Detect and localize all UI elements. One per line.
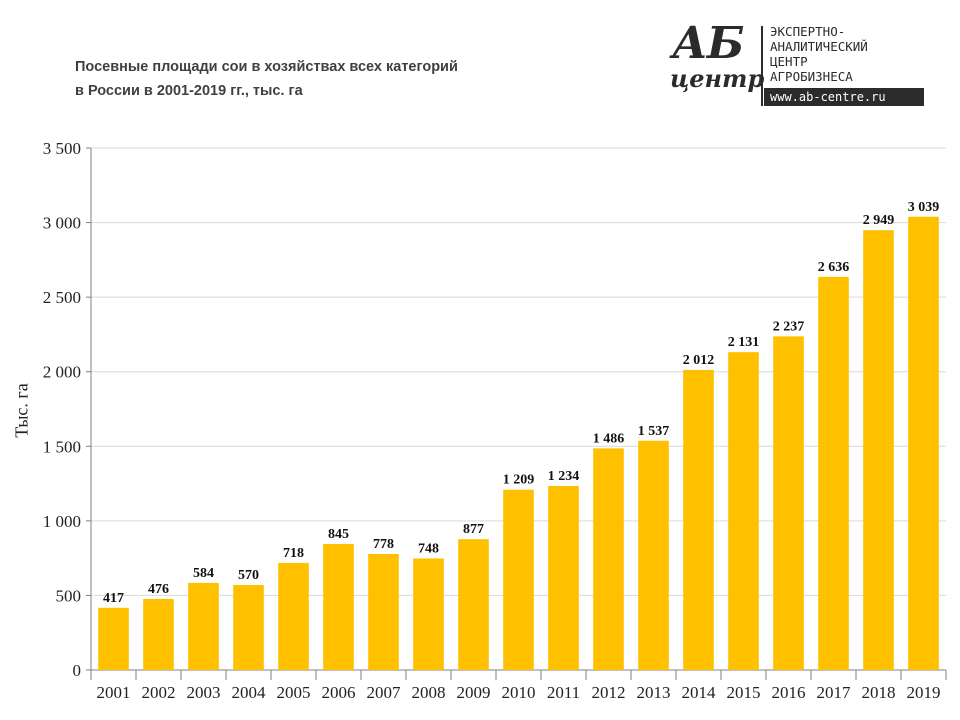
bar-2013: [638, 440, 669, 670]
bar-2006: [323, 543, 354, 670]
logo-url: www.ab-centre.ru: [764, 88, 924, 106]
x-tick-label-2003: 2003: [187, 683, 221, 702]
data-label-2003: 584: [193, 566, 214, 581]
data-label-2010: 1 209: [503, 473, 535, 488]
data-label-2017: 2 636: [818, 260, 850, 275]
bar-2014: [683, 369, 714, 670]
y-tick-label: 2 500: [43, 288, 81, 307]
bar-2011: [548, 485, 579, 670]
data-label-2009: 877: [463, 522, 484, 537]
logo-text-line-3: ЦЕНТР: [770, 54, 808, 69]
bar-2008: [413, 558, 444, 670]
x-tick-label-2001: 2001: [97, 683, 131, 702]
y-tick-label: 500: [56, 586, 82, 605]
x-tick-label-2012: 2012: [592, 683, 626, 702]
logo-text-line-1: ЭКСПЕРТНО-: [770, 24, 846, 39]
x-tick-label-2007: 2007: [367, 683, 402, 702]
chart-title-line-1: Посевные площади сои в хозяйствах всех к…: [75, 59, 458, 75]
bar-2012: [593, 448, 624, 670]
bar-2017: [818, 276, 849, 670]
logo-text-line-2: АНАЛИТИЧЕСКИЙ: [770, 39, 868, 54]
y-tick-label: 3 500: [43, 139, 81, 158]
x-tick-label-2013: 2013: [637, 683, 671, 702]
logo-text-line-4: АГРОБИЗНЕСА: [770, 69, 853, 84]
logo-mark-ab: АБ: [672, 18, 744, 69]
data-label-2006: 845: [328, 527, 349, 542]
data-label-2002: 476: [148, 582, 169, 597]
data-label-2018: 2 949: [863, 213, 895, 228]
bar-2016: [773, 336, 804, 670]
data-label-2013: 1 537: [638, 424, 670, 439]
data-label-2019: 3 039: [908, 200, 940, 215]
x-tick-label-2011: 2011: [547, 683, 580, 702]
data-label-2012: 1 486: [593, 431, 625, 446]
x-tick-label-2010: 2010: [502, 683, 536, 702]
bar-2002: [143, 599, 174, 670]
data-label-2007: 778: [373, 537, 394, 552]
y-tick-label: 2 000: [43, 363, 81, 382]
x-tick-label-2016: 2016: [772, 683, 806, 702]
y-tick-label: 1 000: [43, 512, 81, 531]
bar-2007: [368, 553, 399, 670]
bar-2001: [98, 607, 129, 670]
bar-2015: [728, 352, 759, 670]
logo-text: ЭКСПЕРТНО- АНАЛИТИЧЕСКИЙ ЦЕНТР АГРОБИЗНЕ…: [770, 24, 928, 84]
y-tick-label: 1 500: [43, 437, 81, 456]
x-tick-label-2009: 2009: [457, 683, 491, 702]
x-tick-label-2017: 2017: [817, 683, 852, 702]
bar-2004: [233, 584, 264, 670]
bar-2009: [458, 539, 489, 670]
ab-centre-logo: АБ центр ЭКСПЕРТНО- АНАЛИТИЧЕСКИЙ ЦЕНТР …: [668, 18, 928, 108]
x-tick-label-2018: 2018: [862, 683, 896, 702]
data-label-2014: 2 012: [683, 353, 715, 368]
data-label-2015: 2 131: [728, 335, 760, 350]
y-tick-label: 0: [73, 661, 82, 680]
data-label-2005: 718: [283, 546, 304, 561]
bar-2003: [188, 582, 219, 670]
x-tick-label-2019: 2019: [907, 683, 941, 702]
x-tick-label-2015: 2015: [727, 683, 761, 702]
bar-2018: [863, 230, 894, 670]
bar-2019: [908, 216, 939, 670]
data-label-2011: 1 234: [548, 469, 580, 484]
y-tick-label: 3 000: [43, 214, 81, 233]
data-label-2016: 2 237: [773, 319, 805, 334]
bar-2005: [278, 562, 309, 670]
logo-mark-centr: центр: [670, 64, 765, 93]
data-label-2004: 570: [238, 568, 259, 583]
x-tick-label-2005: 2005: [277, 683, 311, 702]
x-tick-label-2004: 2004: [232, 683, 267, 702]
data-label-2008: 748: [418, 541, 439, 556]
logo-mark: АБ центр: [668, 18, 764, 108]
chart-title-line-2: в России в 2001-2019 гг., тыс. га: [75, 83, 303, 99]
chart-title: Посевные площади сои в хозяйствах всех к…: [75, 55, 535, 103]
x-tick-label-2008: 2008: [412, 683, 446, 702]
logo-divider: [761, 26, 763, 106]
x-tick-label-2002: 2002: [142, 683, 176, 702]
x-tick-label-2014: 2014: [682, 683, 717, 702]
x-tick-label-2006: 2006: [322, 683, 356, 702]
data-label-2001: 417: [103, 591, 124, 606]
bar-2010: [503, 489, 534, 670]
